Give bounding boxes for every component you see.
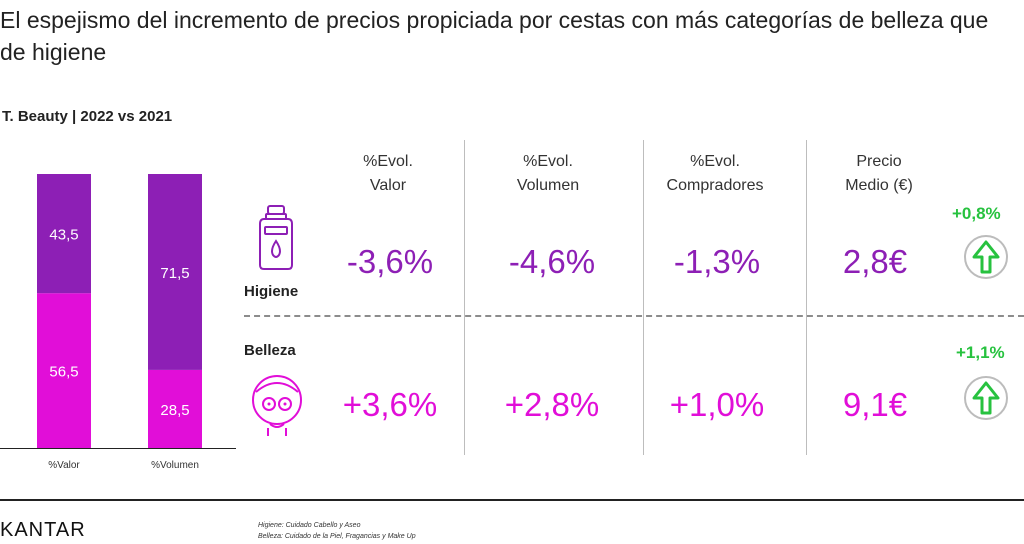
column-header-volumen: %Evol. Volumen <box>516 153 580 194</box>
value-higiene-valor: -3,6% <box>346 243 434 280</box>
row-label-belleza: Belleza <box>244 342 296 359</box>
bar-segment-belleza <box>148 369 202 448</box>
footnote-higiene: Higiene: Cuidado Cabello y Aseo <box>258 522 361 529</box>
value-higiene-precio: 2,8€ <box>842 243 908 280</box>
change-higiene: +0,8% <box>952 204 1001 223</box>
stacked-bar-chart: 56,5 43,5 %Valor 28,5 71,5 %Volumen <box>0 174 236 471</box>
bar-data-label: 43,5 <box>49 227 78 244</box>
arrow-up-icon <box>962 374 1010 427</box>
column-divider <box>643 140 644 455</box>
page-title: El espejismo del incremento de precios p… <box>0 7 989 65</box>
bar-segment-belleza <box>37 293 91 448</box>
bar-segment-higiene <box>148 174 202 370</box>
bar-segment-higiene <box>37 174 91 294</box>
footer-divider <box>0 499 1024 501</box>
change-belleza: +1,1% <box>956 343 1005 362</box>
value-higiene-compradores: -1,3% <box>673 243 761 280</box>
column-header-compradores: %Evol. Compradores <box>666 153 764 194</box>
value-belleza-valor: +3,6% <box>342 386 438 423</box>
value-higiene-volumen: -4,6% <box>508 243 596 280</box>
x-tick-label: %Volumen <box>151 460 199 471</box>
kantar-logo: KANTAR <box>0 519 86 541</box>
value-belleza-volumen: +2,8% <box>504 386 600 423</box>
chart-subtitle: T. Beauty | 2022 vs 2021 <box>2 108 173 125</box>
lotion-bottle-icon <box>256 205 296 276</box>
bar-data-label: 71,5 <box>160 265 189 282</box>
column-header-precio-medio: Precio Medio (€) <box>845 153 913 194</box>
column-header-valor: %Evol. Valor <box>363 153 413 194</box>
bar-data-label: 56,5 <box>49 364 78 381</box>
row-label-higiene: Higiene <box>244 283 299 300</box>
row-divider <box>244 315 1024 317</box>
column-divider <box>806 140 807 455</box>
x-tick-label: %Valor <box>48 460 80 471</box>
column-divider <box>464 140 465 455</box>
arrow-up-icon <box>962 233 1010 286</box>
value-belleza-precio: 9,1€ <box>842 386 908 423</box>
face-mask-icon <box>246 368 308 443</box>
bar-data-label: 28,5 <box>160 402 189 419</box>
footnote-belleza: Belleza: Cuidado de la Piel, Fragancias … <box>258 533 416 540</box>
value-belleza-compradores: +1,0% <box>669 386 765 423</box>
